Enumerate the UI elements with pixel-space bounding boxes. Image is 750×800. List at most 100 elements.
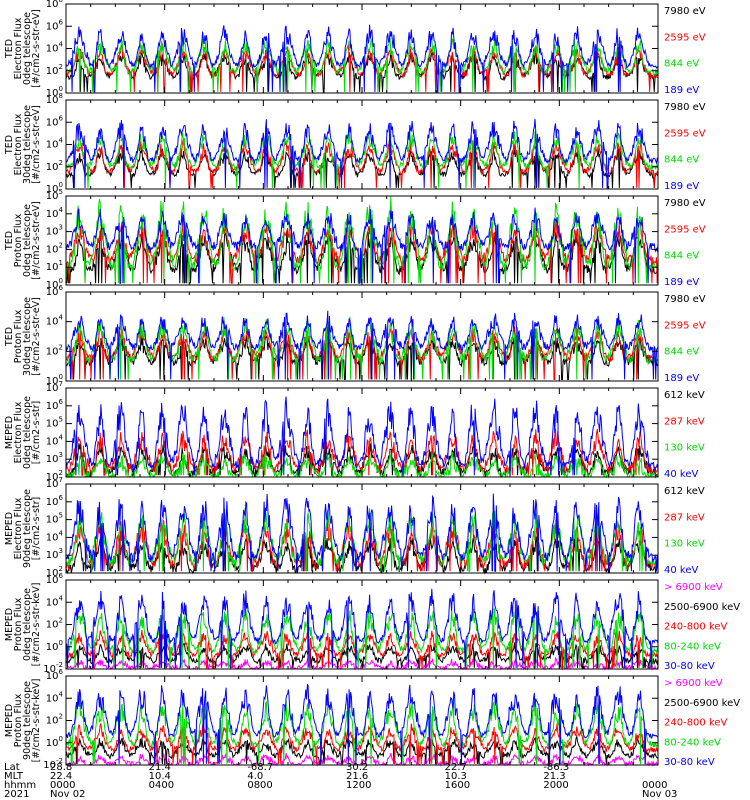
y-axis-label-line: 0deg telescope: [22, 588, 33, 661]
legend-entry: 844 eV: [664, 347, 699, 358]
y-axis-label-line: TED: [4, 39, 15, 59]
y-axis-label-line: TED: [4, 231, 15, 251]
footer-value: 2000: [543, 780, 568, 791]
footer-value: 1200: [346, 780, 371, 791]
y-axis-label-line: MEPED: [4, 608, 15, 641]
series-4-4: [65, 310, 659, 380]
y-axis-label-line: 0deg telescope: [22, 12, 33, 85]
y-tick-label: 105: [46, 512, 63, 526]
footer-value: -68.7: [247, 762, 273, 773]
y-axis-label-line: Electron Flux: [13, 497, 24, 559]
y-tick-label: 100: [46, 639, 63, 653]
footer-value: Nov 02: [50, 789, 85, 800]
legend-entry: 30-80 keV: [664, 757, 715, 768]
y-tick-label: 101: [46, 259, 63, 273]
y-tick-label: 104: [46, 137, 64, 151]
series-line: [65, 493, 659, 572]
y-tick-label: 102: [46, 241, 63, 255]
y-axis-label-line: MEPED: [4, 416, 15, 449]
y-tick-label: 106: [46, 398, 64, 412]
legend-entry: 189 eV: [664, 277, 699, 288]
y-tick-label: 102: [46, 343, 63, 357]
y-tick-label: 10-2: [43, 661, 63, 675]
footer-row-label: Lat: [4, 762, 20, 773]
series-line: [65, 207, 659, 284]
series-line: [65, 138, 659, 189]
series-line: [65, 310, 659, 380]
y-axis-label-line: [#/cm2-s-str-eV]: [31, 9, 42, 88]
legend-entry: 80-240 keV: [664, 641, 721, 652]
y-tick-label: 102: [46, 713, 63, 727]
legend-entry: > 6900 keV: [664, 582, 723, 593]
legend-entry: 7980 eV: [664, 102, 706, 113]
legend-entry: 40 keV: [664, 469, 698, 480]
y-tick-label: 106: [46, 114, 64, 128]
legend-entry: 612 keV: [664, 486, 705, 497]
y-tick-label: 100: [46, 373, 63, 387]
y-tick-label: 108: [46, 0, 63, 10]
y-axis-label-line: 30deg telescope: [22, 105, 33, 184]
footer-value: 30.2: [346, 762, 368, 773]
footer-value: Nov 03: [642, 789, 677, 800]
footer-value: 21.6: [346, 771, 368, 782]
y-axis-label-line: [#/cm2-s-str-keV]: [31, 583, 42, 667]
legend-entry: 2595 eV: [664, 224, 706, 235]
legend-entry: 189 eV: [664, 373, 699, 384]
footer-value: -86.3: [543, 762, 569, 773]
y-tick-label: 106: [46, 494, 64, 508]
legend-entry: 844 eV: [664, 155, 699, 166]
y-tick-label: 102: [46, 469, 63, 483]
y-axis-label-line: [#/cm2-s-str-keV]: [31, 679, 42, 763]
y-tick-label: 107: [46, 380, 63, 394]
series-line: [65, 129, 659, 188]
footer-value: 28.8: [50, 762, 72, 773]
y-tick-label: 105: [46, 188, 63, 202]
series-2-4: [65, 118, 659, 189]
y-axis-label-line: 90deg telescope: [22, 681, 33, 760]
legend-entry: > 6900 keV: [664, 678, 723, 689]
legend-entry: 2595 eV: [664, 32, 706, 43]
legend-entry: 30-80 keV: [664, 661, 715, 672]
y-axis-label-line: [#/cm2-s-str-eV]: [31, 105, 42, 184]
series-line: [65, 734, 659, 765]
series-line: [65, 396, 659, 476]
y-tick-label: 102: [46, 159, 63, 173]
y-tick-label: 102: [46, 63, 63, 77]
series-2-3: [65, 129, 659, 188]
footer-value: 4.0: [247, 771, 263, 782]
footer-row-label: 2021: [4, 789, 29, 800]
y-axis-label-line: Proton Flux: [13, 309, 24, 363]
y-tick-label: 108: [46, 92, 63, 106]
y-tick-label: 103: [46, 547, 63, 561]
legend-entry: 80-240 keV: [664, 737, 721, 748]
legend-entry: 287 keV: [664, 512, 705, 523]
y-axis-label-line: TED: [4, 135, 15, 155]
y-tick-label: 104: [46, 690, 64, 704]
y-tick-label: 103: [46, 224, 63, 238]
y-tick-label: 107: [46, 476, 63, 490]
legend-entry: 7980 eV: [664, 6, 706, 17]
y-tick-label: 104: [46, 433, 64, 447]
footer-value: 21.3: [543, 771, 565, 782]
y-tick-label: 106: [46, 668, 64, 682]
footer-row-label: MLT: [4, 771, 24, 782]
legend-entry: 189 eV: [664, 181, 699, 192]
series-3-4: [65, 207, 659, 284]
y-axis-label-line: Electron Flux: [13, 401, 24, 463]
y-tick-label: 100: [46, 85, 63, 99]
legend-entry: 844 eV: [664, 251, 699, 262]
footer-value: 0800: [247, 780, 272, 791]
y-axis-label-line: Proton Flux: [13, 213, 24, 267]
footer-value: 21.4: [149, 762, 171, 773]
y-tick-label: 102: [46, 565, 63, 579]
y-axis-label-line: 0deg telescope: [22, 396, 33, 469]
footer-value: 22.7: [445, 762, 467, 773]
y-tick-label: 106: [46, 18, 64, 32]
